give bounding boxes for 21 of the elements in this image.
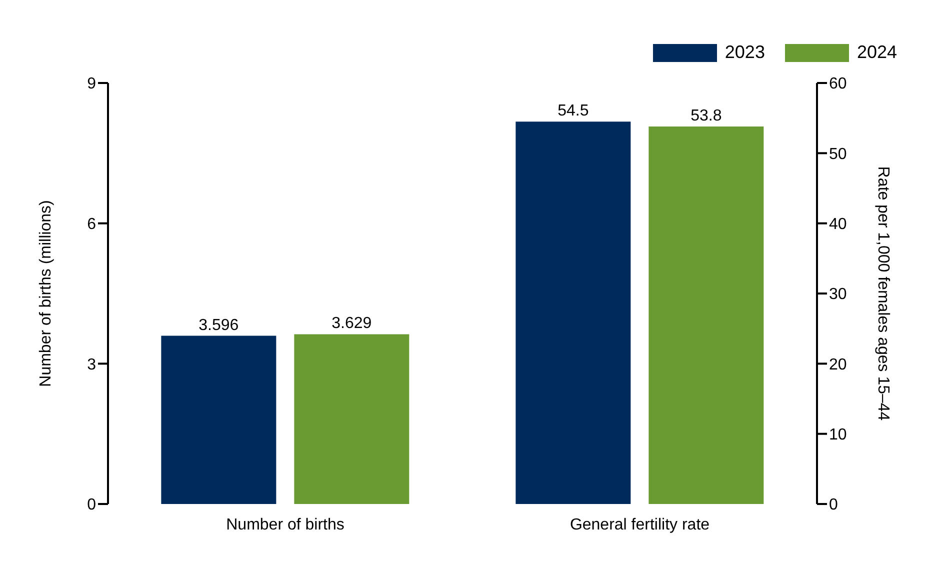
legend-label: 2024 [856, 42, 897, 63]
x-tick-label: Number of births [226, 516, 344, 534]
y2-tick-label: 60 [829, 76, 847, 93]
legend-label: 2023 [724, 42, 765, 63]
y-tick-label: 6 [87, 216, 96, 234]
y2-tick-label: 40 [829, 216, 847, 234]
data-label: 54.5 [558, 102, 589, 120]
y2-tick-label: 0 [829, 496, 838, 514]
y-tick-label: 9 [87, 76, 96, 93]
y-tick-label: 3 [87, 356, 96, 374]
data-label: 53.8 [690, 108, 722, 125]
y2-axis-title: Rate per 1,000 females ages 15–44 [874, 166, 892, 421]
y2-tick-label: 20 [829, 356, 847, 374]
x-tick-label: General fertility rate [570, 516, 710, 534]
data-label: 3.629 [332, 315, 372, 332]
y2-tick-label: 30 [829, 286, 847, 304]
y2-tick-label: 50 [829, 146, 847, 163]
y-tick-label: 0 [87, 496, 96, 514]
data-label: 3.596 [198, 316, 239, 334]
y-axis-title: Number of births (millions) [38, 200, 55, 387]
y2-tick-label: 10 [829, 426, 847, 444]
